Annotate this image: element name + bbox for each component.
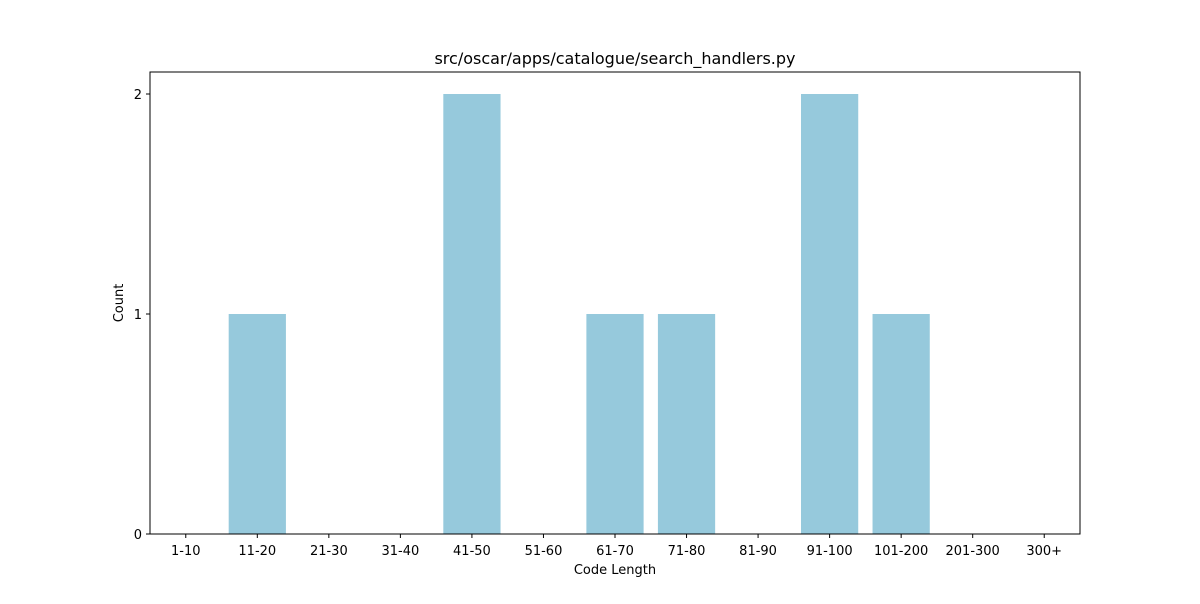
x-tick-label: 201-300 xyxy=(946,544,1000,559)
bar-71-80 xyxy=(657,314,716,534)
y-tick-label: 0 xyxy=(134,528,142,543)
y-axis: 0 1 2 xyxy=(134,88,150,543)
y-tick-label: 2 xyxy=(134,88,142,103)
x-tick-label: 41-50 xyxy=(453,544,491,559)
bar-101-200 xyxy=(872,314,930,534)
y-axis-label: Count xyxy=(112,284,127,323)
x-tick-label: 81-90 xyxy=(739,544,777,559)
x-tick-label: 91-100 xyxy=(807,544,853,559)
bar-11-20 xyxy=(228,314,286,534)
bar-41-50 xyxy=(443,94,501,534)
x-tick-label: 31-40 xyxy=(381,544,419,559)
x-tick-label: 71-80 xyxy=(668,544,706,559)
chart-title: src/oscar/apps/catalogue/search_handlers… xyxy=(434,49,795,69)
bar-61-70 xyxy=(586,314,644,534)
x-tick-label: 11-20 xyxy=(238,544,276,559)
x-tick-label: 300+ xyxy=(1026,544,1062,559)
y-tick-label: 1 xyxy=(134,308,142,323)
x-tick-label: 51-60 xyxy=(525,544,563,559)
x-axis-label: Code Length xyxy=(574,563,656,578)
x-axis: 1-10 11-20 21-30 31-40 41-50 51-60 61-70 71-80 8… xyxy=(171,534,1062,559)
bars-layer xyxy=(228,94,930,534)
x-tick-label: 101-200 xyxy=(874,544,928,559)
bar-91-100 xyxy=(801,94,859,534)
x-tick-label: 61-70 xyxy=(596,544,634,559)
x-tick-label: 1-10 xyxy=(171,544,201,559)
x-tick-label: 21-30 xyxy=(310,544,348,559)
